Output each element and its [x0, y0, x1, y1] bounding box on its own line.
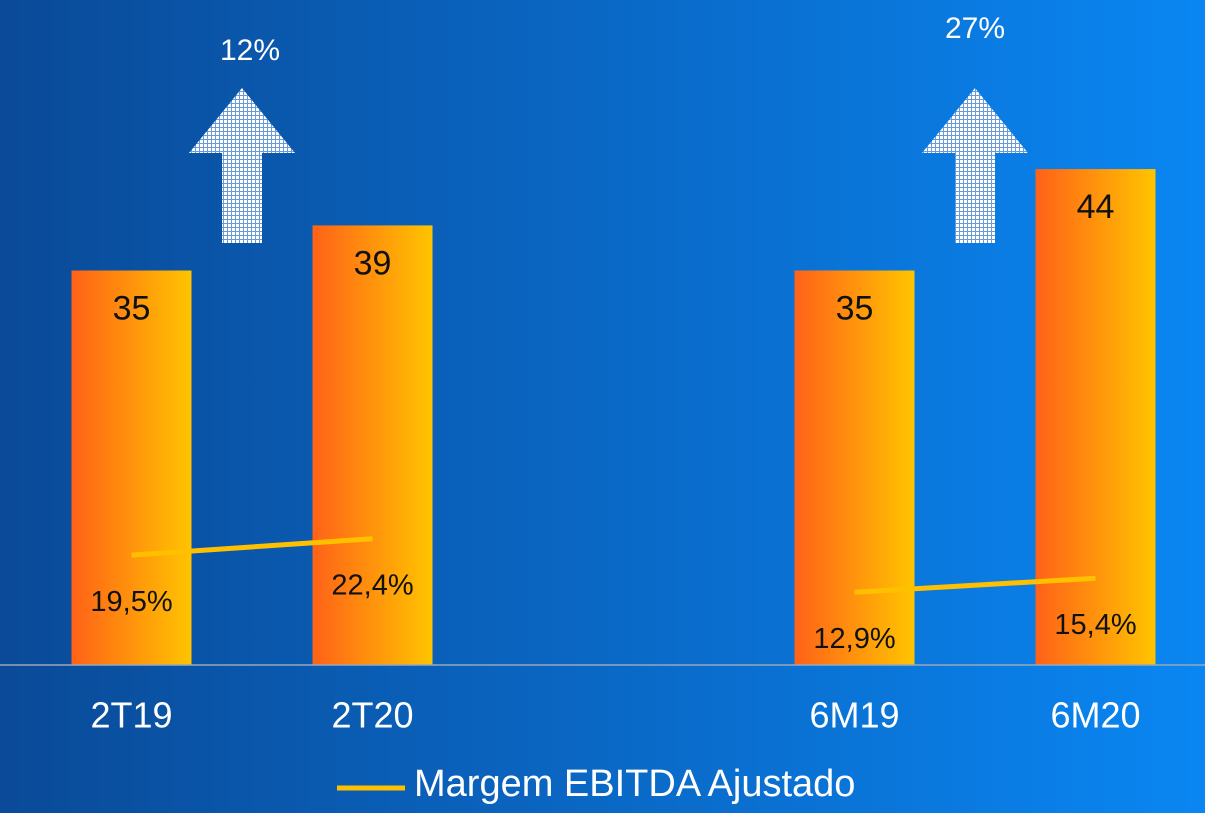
- x-tick-label: 2T20: [331, 695, 413, 736]
- line-value-label: 19,5%: [90, 586, 172, 618]
- line-value-label: 12,9%: [813, 623, 895, 655]
- line-value-label: 15,4%: [1054, 609, 1136, 641]
- annotation: 27%: [945, 12, 1005, 45]
- annotation: 12%: [220, 34, 280, 67]
- line: [131, 536, 373, 558]
- line-value-label: 22,4%: [331, 569, 413, 601]
- bar-value-label: 44: [1077, 188, 1115, 226]
- bar: [312, 225, 433, 666]
- increase-arrow: [922, 88, 1028, 243]
- bar: [1035, 169, 1156, 665]
- x-tick-label: 2T19: [90, 695, 172, 736]
- bar-value-label: 35: [113, 289, 151, 327]
- line: [854, 575, 1096, 595]
- x-tick-label: 6M20: [1050, 695, 1140, 736]
- bar: [794, 270, 915, 665]
- increase-arrow: [189, 88, 295, 243]
- bar-value-label: 35: [836, 289, 874, 327]
- x-tick-label: 6M19: [809, 695, 899, 736]
- bar-value-label: 39: [354, 244, 392, 282]
- legend-label: Margem EBITDA Ajustado: [414, 763, 855, 805]
- bar: [71, 270, 192, 665]
